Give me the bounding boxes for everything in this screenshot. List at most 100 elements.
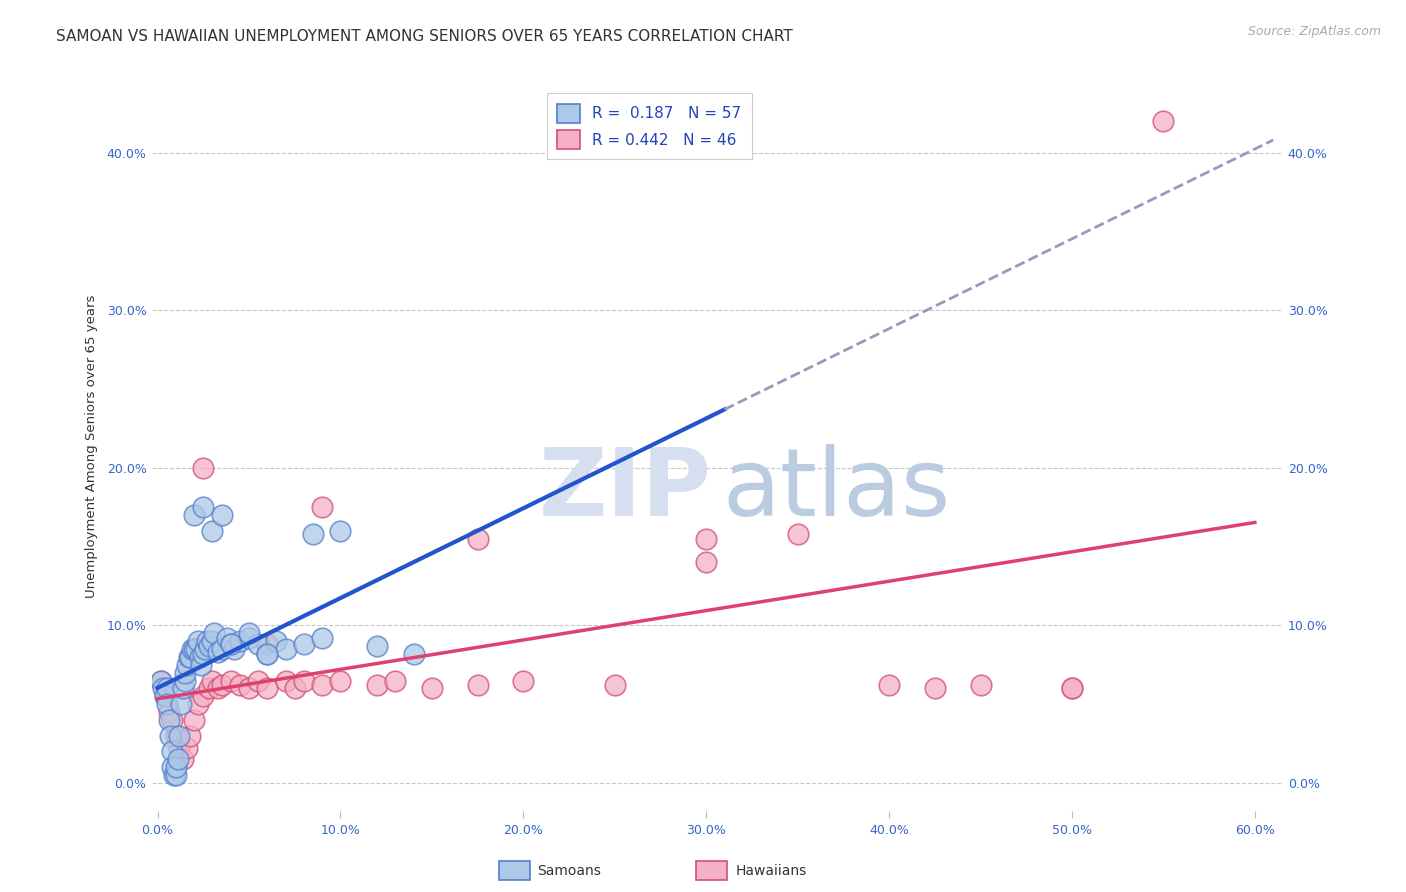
Point (247, 637, 270, 651)
Point (207, 681, 229, 696)
Point (156, 681, 179, 696)
Point (172, 752, 194, 766)
Point (157, 713, 180, 727)
Point (247, 673, 270, 688)
Point (1152, 114, 1174, 128)
Text: SAMOAN VS HAWAIIAN UNEMPLOYMENT AMONG SENIORS OVER 65 YEARS CORRELATION CHART: SAMOAN VS HAWAIIAN UNEMPLOYMENT AMONG SE… (56, 29, 793, 44)
Point (183, 642, 205, 657)
Point (190, 657, 212, 672)
Text: atlas: atlas (723, 444, 950, 536)
Point (181, 642, 204, 657)
Text: Hawaiians: Hawaiians (735, 863, 807, 878)
Point (256, 647, 278, 661)
Point (187, 697, 209, 711)
Point (329, 673, 352, 688)
Point (215, 631, 238, 645)
Point (274, 642, 297, 657)
Y-axis label: Unemployment Among Seniors over 65 years: Unemployment Among Seniors over 65 years (86, 295, 98, 599)
Point (219, 637, 242, 651)
Point (188, 650, 211, 665)
Point (156, 697, 179, 711)
Point (211, 678, 233, 692)
Point (163, 768, 186, 782)
Point (695, 532, 717, 546)
Point (229, 634, 252, 648)
Point (197, 639, 219, 653)
Point (924, 681, 946, 696)
Point (150, 673, 173, 688)
Point (152, 681, 174, 696)
Point (170, 697, 193, 711)
Point (187, 634, 209, 648)
Point (284, 681, 307, 696)
Point (311, 678, 333, 692)
Point (266, 634, 288, 648)
Point (219, 673, 242, 688)
Point (169, 729, 191, 743)
Point (695, 556, 717, 570)
Point (292, 637, 315, 651)
Point (292, 673, 315, 688)
Point (193, 690, 215, 704)
Point (183, 508, 205, 523)
Point (238, 631, 260, 645)
Point (384, 673, 406, 688)
Point (184, 642, 207, 657)
Point (467, 678, 489, 692)
Point (159, 729, 181, 743)
Point (420, 681, 443, 696)
Point (603, 678, 626, 692)
Point (1060, 681, 1083, 696)
Point (153, 690, 176, 704)
Point (402, 647, 425, 661)
Point (969, 678, 991, 692)
Text: Source: ZipAtlas.com: Source: ZipAtlas.com (1247, 25, 1381, 38)
Point (176, 657, 198, 672)
Point (366, 639, 388, 653)
Point (229, 678, 252, 692)
Point (172, 681, 194, 696)
Point (179, 650, 201, 665)
Point (302, 527, 325, 541)
Point (786, 527, 808, 541)
Point (256, 637, 278, 651)
Point (195, 634, 218, 648)
Point (219, 637, 242, 651)
Point (274, 673, 297, 688)
Legend: R =  0.187   N = 57, R = 0.442   N = 46: R = 0.187 N = 57, R = 0.442 N = 46 (547, 93, 752, 160)
Point (256, 681, 278, 696)
Point (157, 705, 180, 719)
Point (311, 631, 333, 645)
Point (1060, 681, 1083, 696)
Point (211, 642, 233, 657)
Point (467, 532, 489, 546)
Point (183, 642, 205, 657)
Point (160, 744, 183, 758)
Point (174, 665, 197, 680)
Point (197, 681, 219, 696)
Point (193, 647, 215, 661)
Point (183, 713, 205, 727)
Point (202, 626, 225, 640)
Point (176, 741, 198, 756)
Point (256, 647, 278, 661)
Point (194, 642, 217, 657)
Point (160, 760, 183, 774)
Point (201, 634, 224, 648)
Point (174, 673, 197, 688)
Point (207, 645, 229, 659)
Point (329, 524, 352, 538)
Point (165, 768, 187, 782)
Point (150, 673, 173, 688)
Point (153, 690, 176, 704)
Point (366, 678, 388, 692)
Point (160, 713, 183, 727)
Point (193, 500, 215, 515)
Text: Samoans: Samoans (537, 863, 600, 878)
Point (165, 729, 187, 743)
Point (512, 673, 534, 688)
Point (211, 508, 233, 523)
Point (169, 741, 191, 756)
Point (193, 461, 215, 475)
Point (877, 678, 900, 692)
